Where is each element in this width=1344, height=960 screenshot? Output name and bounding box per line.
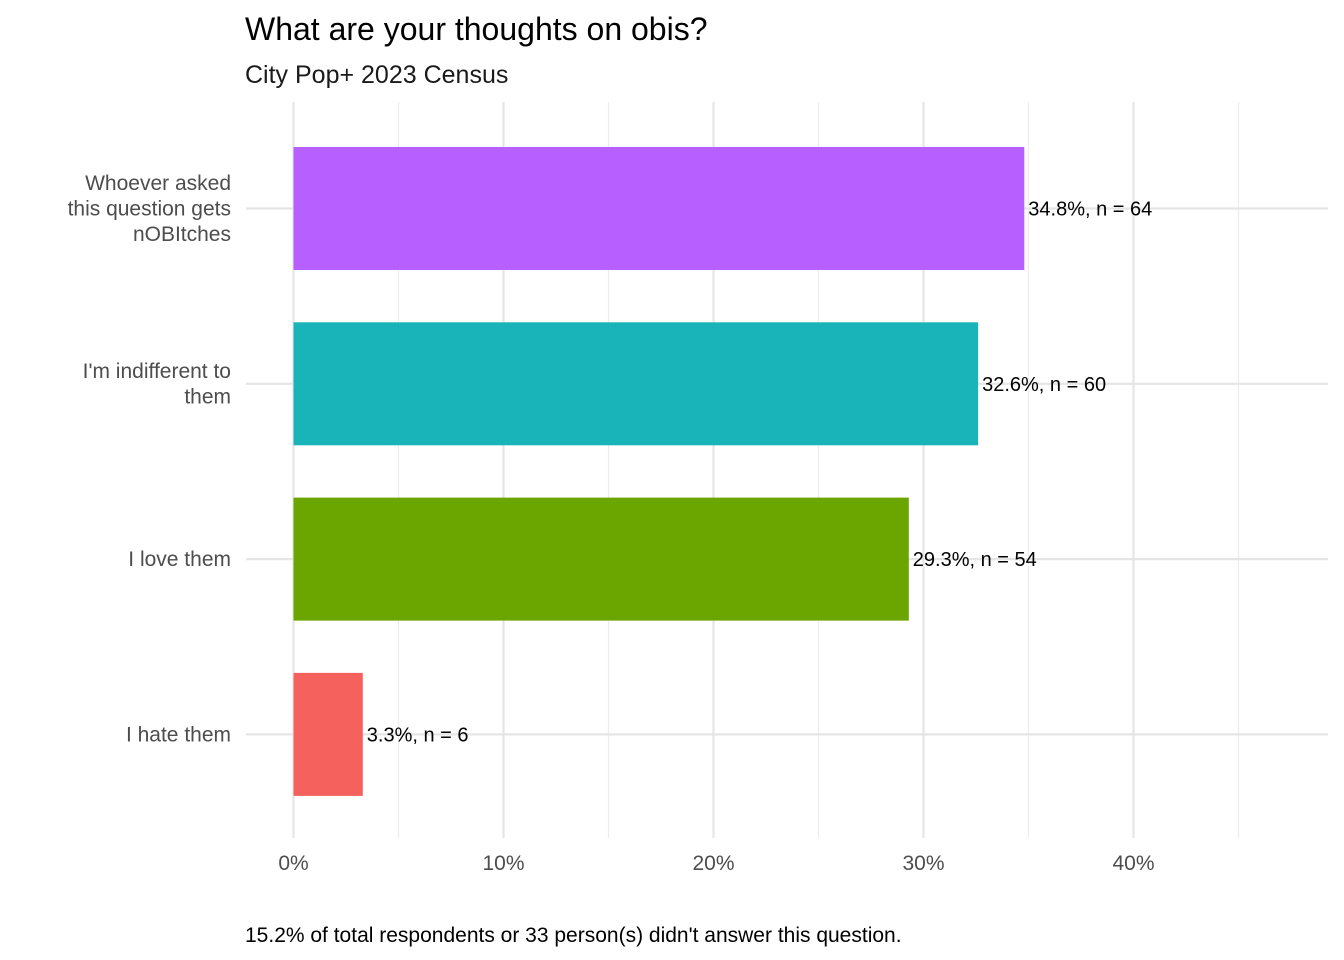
bar: [293, 672, 363, 796]
data-labels: 34.8%, n = 64 32.6%, n = 60 29.3%, n = 54 3…: [367, 199, 1152, 747]
x-tick-label: 0%: [278, 852, 308, 875]
category-label: I'm indifferent to them: [83, 360, 231, 409]
category-label: Whoever asked this question gets nOBItches: [68, 172, 231, 246]
category-label-line: this question gets: [68, 198, 231, 221]
data-label: 34.8%, n = 64: [1028, 199, 1152, 221]
category-label-line: Whoever asked: [85, 172, 231, 195]
data-label: 29.3%, n = 54: [913, 549, 1037, 571]
chart-caption: 15.2% of total respondents or 33 person(…: [245, 924, 902, 947]
x-tick-label: 30%: [902, 852, 944, 875]
data-label: 32.6%, n = 60: [982, 374, 1106, 396]
x-axis-tick-labels: 0% 10% 20% 30% 40%: [278, 852, 1154, 875]
category-label: I hate them: [126, 723, 231, 746]
bars: [293, 147, 1025, 796]
chart-title: What are your thoughts on obis?: [245, 11, 708, 47]
category-label-line: I'm indifferent to: [83, 360, 231, 383]
x-tick-label: 40%: [1112, 852, 1154, 875]
category-label: I love them: [128, 548, 231, 571]
data-label: 3.3%, n = 6: [367, 724, 469, 746]
x-tick-label: 10%: [482, 852, 524, 875]
category-labels: Whoever asked this question gets nOBItches…: [68, 172, 231, 746]
category-label-line: I love them: [128, 548, 231, 571]
bar: [293, 147, 1025, 270]
chart-subtitle: City Pop+ 2023 Census: [245, 61, 508, 89]
bar: [293, 322, 979, 446]
category-label-line: them: [184, 386, 231, 409]
category-label-line: I hate them: [126, 723, 231, 746]
bar: [293, 497, 909, 621]
category-label-line: nOBItches: [133, 223, 231, 246]
x-tick-label: 20%: [692, 852, 734, 875]
